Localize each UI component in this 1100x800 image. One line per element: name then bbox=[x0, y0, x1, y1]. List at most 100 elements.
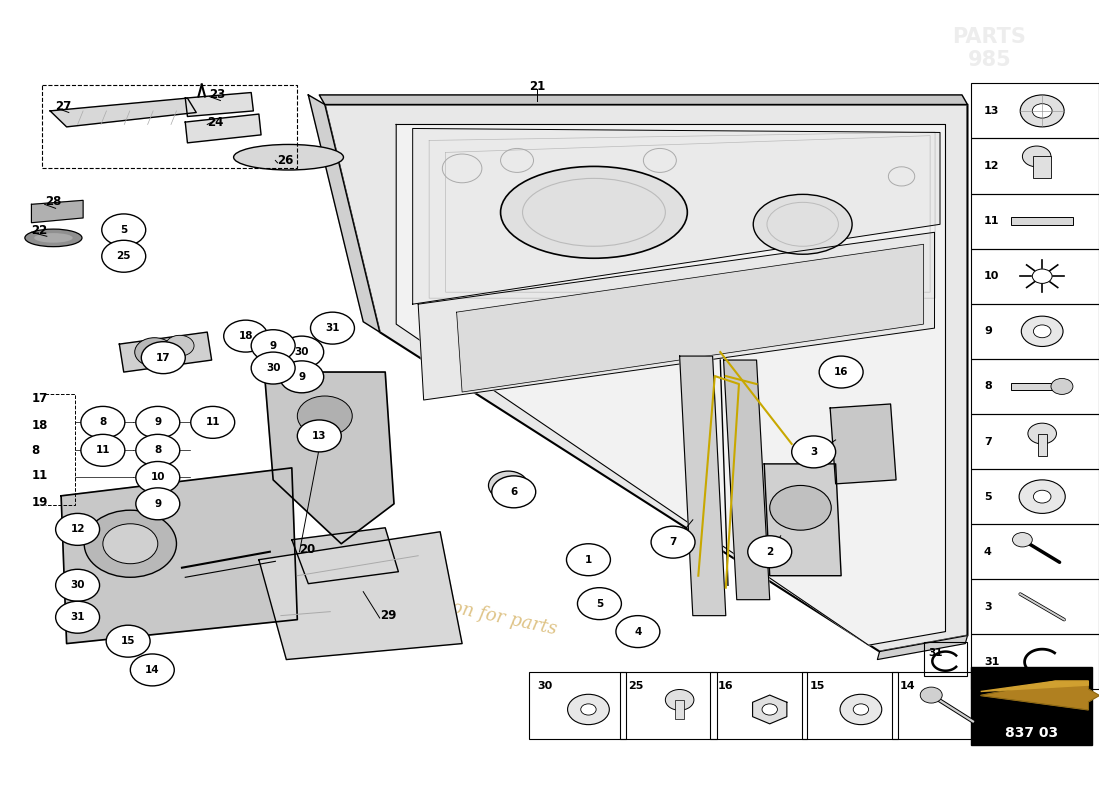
Bar bbox=[620, 671, 717, 739]
Text: 7: 7 bbox=[670, 537, 676, 547]
Circle shape bbox=[310, 312, 354, 344]
Polygon shape bbox=[258, 532, 462, 659]
Bar bbox=[892, 671, 988, 739]
Polygon shape bbox=[724, 360, 770, 600]
Circle shape bbox=[1032, 269, 1052, 283]
Text: 4: 4 bbox=[635, 626, 641, 637]
Circle shape bbox=[134, 338, 174, 366]
Circle shape bbox=[81, 406, 124, 438]
Circle shape bbox=[297, 396, 352, 436]
Text: 8: 8 bbox=[32, 444, 40, 457]
Polygon shape bbox=[264, 372, 394, 544]
Polygon shape bbox=[51, 98, 196, 127]
Ellipse shape bbox=[500, 166, 688, 258]
Text: 23: 23 bbox=[209, 88, 226, 101]
Text: 8: 8 bbox=[99, 418, 107, 427]
Circle shape bbox=[840, 694, 882, 725]
Circle shape bbox=[578, 588, 621, 620]
Text: 9: 9 bbox=[154, 418, 162, 427]
Text: 12: 12 bbox=[70, 524, 85, 534]
Polygon shape bbox=[456, 244, 924, 392]
Circle shape bbox=[1021, 316, 1063, 346]
Circle shape bbox=[921, 687, 943, 703]
Circle shape bbox=[762, 704, 778, 715]
Circle shape bbox=[135, 488, 179, 520]
Bar bbox=[971, 634, 1099, 690]
Ellipse shape bbox=[754, 194, 853, 254]
Circle shape bbox=[666, 690, 694, 710]
Text: PARTS
985: PARTS 985 bbox=[953, 27, 1026, 70]
Text: 17: 17 bbox=[156, 353, 170, 362]
Circle shape bbox=[1012, 533, 1032, 547]
Text: 8: 8 bbox=[984, 382, 992, 391]
Bar bbox=[1011, 217, 1072, 225]
Text: 27: 27 bbox=[56, 100, 72, 113]
Circle shape bbox=[102, 240, 145, 272]
Circle shape bbox=[141, 342, 185, 374]
Ellipse shape bbox=[233, 145, 343, 170]
Text: 3: 3 bbox=[810, 447, 817, 457]
Bar bbox=[711, 671, 807, 739]
Polygon shape bbox=[981, 681, 1088, 691]
Circle shape bbox=[792, 436, 836, 468]
Circle shape bbox=[135, 462, 179, 494]
Circle shape bbox=[1033, 325, 1050, 338]
Polygon shape bbox=[32, 200, 84, 222]
Text: 9: 9 bbox=[984, 326, 992, 336]
Text: 31: 31 bbox=[928, 648, 943, 658]
Text: 9: 9 bbox=[270, 341, 277, 350]
Text: 18: 18 bbox=[32, 419, 47, 432]
Text: 6: 6 bbox=[510, 487, 517, 497]
Text: 15: 15 bbox=[121, 636, 135, 646]
Circle shape bbox=[488, 471, 528, 500]
Circle shape bbox=[492, 476, 536, 508]
Bar bbox=[971, 83, 1099, 138]
Text: 19: 19 bbox=[32, 496, 47, 509]
Circle shape bbox=[854, 704, 869, 715]
Text: 8: 8 bbox=[154, 446, 162, 455]
Circle shape bbox=[279, 336, 323, 368]
Text: 11: 11 bbox=[96, 446, 110, 455]
Circle shape bbox=[135, 406, 179, 438]
Circle shape bbox=[56, 514, 100, 546]
Polygon shape bbox=[324, 105, 968, 651]
Text: 30: 30 bbox=[266, 363, 280, 373]
Text: 15: 15 bbox=[810, 681, 825, 690]
Polygon shape bbox=[62, 468, 297, 643]
Bar bbox=[1011, 383, 1057, 390]
Text: 13: 13 bbox=[312, 431, 327, 441]
Text: 25: 25 bbox=[117, 251, 131, 262]
Circle shape bbox=[251, 330, 295, 362]
Circle shape bbox=[1033, 490, 1050, 503]
Circle shape bbox=[56, 570, 100, 602]
Circle shape bbox=[81, 434, 124, 466]
Polygon shape bbox=[119, 332, 211, 372]
Text: 16: 16 bbox=[718, 681, 734, 690]
Text: 10: 10 bbox=[151, 473, 165, 482]
Circle shape bbox=[748, 536, 792, 568]
Bar bbox=[924, 642, 968, 675]
Text: 18: 18 bbox=[239, 331, 253, 341]
Text: 7: 7 bbox=[984, 437, 992, 446]
Polygon shape bbox=[185, 114, 261, 143]
Circle shape bbox=[581, 704, 596, 715]
Circle shape bbox=[499, 479, 517, 492]
Text: 5: 5 bbox=[120, 225, 128, 235]
Polygon shape bbox=[764, 464, 842, 576]
Circle shape bbox=[130, 654, 174, 686]
Text: 5: 5 bbox=[596, 598, 603, 609]
Text: 9: 9 bbox=[298, 372, 306, 382]
Bar bbox=[1033, 157, 1050, 178]
Circle shape bbox=[190, 406, 234, 438]
Text: 26: 26 bbox=[277, 154, 294, 167]
Text: 25: 25 bbox=[628, 681, 643, 690]
Text: 16: 16 bbox=[834, 367, 848, 377]
Polygon shape bbox=[412, 129, 940, 304]
Bar bbox=[971, 359, 1099, 414]
Text: 29: 29 bbox=[379, 609, 396, 622]
Polygon shape bbox=[308, 95, 380, 332]
Polygon shape bbox=[292, 528, 398, 584]
Circle shape bbox=[1022, 146, 1050, 167]
Bar bbox=[802, 671, 899, 739]
Text: 22: 22 bbox=[32, 224, 47, 237]
